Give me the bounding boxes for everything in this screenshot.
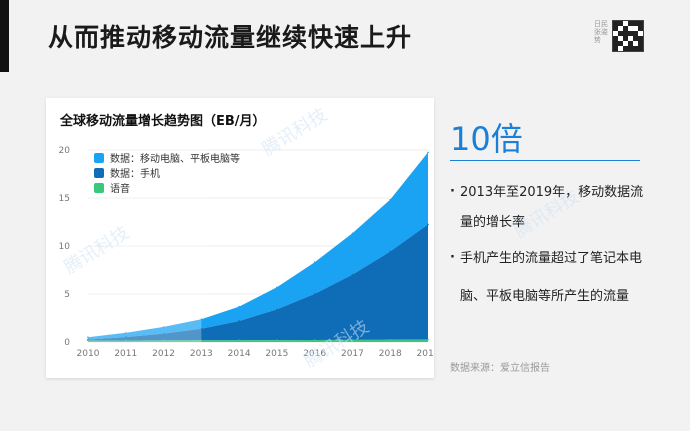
data-point: [238, 339, 240, 341]
brand-logo: 日民张姿势: [594, 20, 608, 44]
area-chart: 0 5 10 15 20 2010 2011 2012 2013 2014 2015 2016 2017…: [59, 146, 434, 359]
x-tick-label: 2011: [114, 349, 137, 359]
data-point: [124, 339, 127, 342]
data-point: [389, 198, 392, 201]
data-point: [162, 326, 165, 328]
data-point: [200, 318, 203, 320]
growth-multiplier: 10倍: [450, 120, 523, 158]
legend-swatch: [94, 168, 104, 178]
data-point: [427, 338, 429, 341]
divider: [450, 160, 640, 161]
page-title: 从而推动移动流量继续快速上升: [48, 23, 413, 52]
data-point: [162, 332, 165, 335]
data-point: [351, 273, 354, 276]
legend-swatch: [94, 183, 104, 193]
x-tick-label: 2019: [417, 349, 434, 359]
data-point: [313, 339, 316, 341]
chart-title: 全球移动流量增长趋势图（EB/月）: [60, 114, 266, 129]
y-tick-label: 20: [59, 146, 71, 156]
legend-label: 数据：手机: [110, 167, 160, 180]
data-point: [427, 223, 429, 226]
chart-card: 全球移动流量增长趋势图（EB/月） 0 5 10 15 20 2010 2011 2012 20…: [46, 98, 434, 378]
series-area: [88, 152, 428, 340]
data-point: [238, 305, 240, 308]
data-point: [389, 338, 392, 341]
data-point: [276, 286, 278, 289]
source-note: 数据来源：爱立信报告: [450, 363, 550, 374]
y-tick-label: 0: [64, 338, 70, 348]
data-point: [351, 339, 354, 341]
data-point: [351, 232, 354, 235]
data-point: [87, 336, 89, 338]
early-years-overlay: [88, 150, 202, 342]
data-point: [124, 336, 127, 338]
x-tick-label: 2016: [303, 349, 326, 359]
y-tick-label: 10: [59, 242, 71, 252]
data-point: [200, 339, 203, 342]
data-point: [276, 308, 278, 311]
data-point: [389, 250, 392, 253]
x-tick-label: 2010: [77, 349, 100, 359]
x-tick-label: 2013: [190, 349, 213, 359]
data-point: [124, 331, 127, 334]
legend-label: 数据：移动电脑、平板电脑等: [110, 152, 240, 165]
data-point: [200, 327, 203, 330]
y-tick-label: 15: [59, 194, 70, 204]
data-point: [87, 338, 89, 341]
accent-side-bar: [0, 0, 9, 72]
y-tick-label: 5: [64, 290, 70, 300]
bullet-item: 2013年至2019年，移动数据流量的增长率: [450, 177, 650, 238]
x-tick-label: 2018: [379, 349, 402, 359]
x-tick-label: 2014: [228, 349, 251, 359]
data-point: [313, 261, 316, 264]
data-point: [427, 151, 429, 154]
bullet-list: 2013年至2019年，移动数据流量的增长率 手机产生的流量超过了笔记本电脑、平…: [450, 177, 650, 316]
x-tick-label: 2012: [152, 349, 175, 359]
data-point: [276, 339, 278, 341]
data-point: [162, 339, 165, 342]
x-tick-label: 2015: [265, 349, 288, 359]
series-area: [88, 224, 428, 341]
data-point: [313, 293, 316, 295]
x-tick-label: 2017: [341, 349, 364, 359]
data-point: [238, 320, 240, 322]
legend-label: 语音: [110, 182, 130, 195]
series-area: [88, 339, 428, 342]
bullet-item: 手机产生的流量超过了笔记本电脑、平板电脑等所产生的流量: [450, 239, 650, 316]
qr-code-icon: [612, 20, 644, 52]
legend-swatch: [94, 153, 104, 163]
